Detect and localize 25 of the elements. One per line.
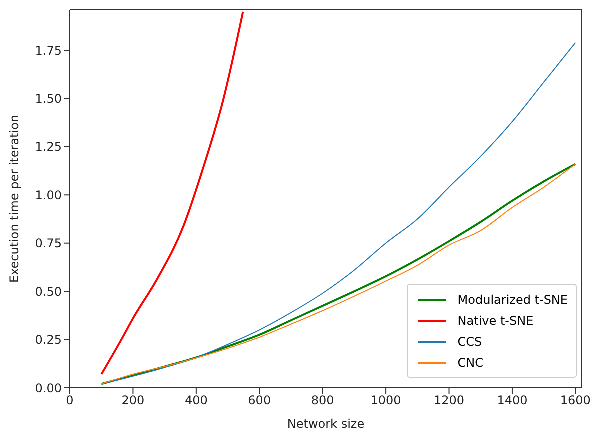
x-tick-label: 0 — [66, 394, 74, 408]
legend-label: Modularized t-SNE — [458, 292, 568, 306]
x-tick-label: 200 — [122, 394, 145, 408]
legend-label: CNC — [458, 356, 484, 370]
y-tick-label: 0.00 — [35, 381, 62, 396]
y-tick-label: 1.00 — [35, 188, 62, 202]
x-tick-label: 400 — [184, 394, 208, 408]
y-axis-title: Execution time per iteration — [7, 114, 22, 284]
y-tick-label: 1.50 — [35, 92, 62, 106]
x-tick-label: 600 — [248, 394, 272, 408]
line-series — [100, 10, 244, 376]
y-tick-label: 1.25 — [35, 140, 62, 154]
x-tick-label: 800 — [311, 394, 334, 408]
x-axis-title: Network size — [287, 417, 365, 431]
y-tick-label: 0.75 — [35, 236, 62, 251]
legend-label: Native t-SNE — [458, 314, 534, 328]
legend-label: CCS — [458, 334, 482, 348]
x-tick-label: 1000 — [370, 394, 402, 408]
x-tick-label: 1600 — [560, 394, 591, 408]
x-tick-label: 1400 — [497, 394, 528, 408]
y-tick-label: 1.75 — [35, 44, 62, 58]
y-tick-label: 0.50 — [35, 284, 62, 299]
y-tick-label: 0.25 — [35, 333, 62, 348]
x-tick-label: 1200 — [434, 394, 465, 408]
line-series — [101, 42, 576, 385]
